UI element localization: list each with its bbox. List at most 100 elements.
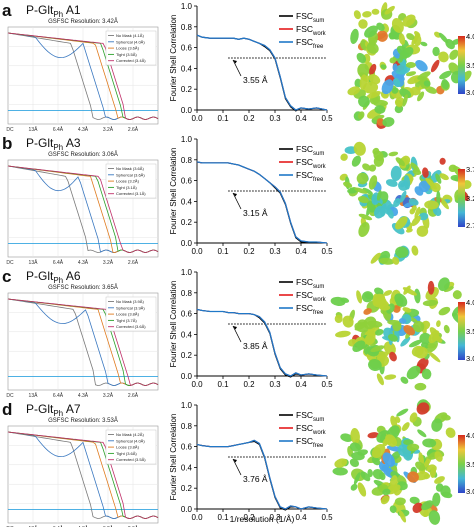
gsfsc-legend-label: No Mask (3.6Å) xyxy=(116,166,144,171)
map-density-blob xyxy=(383,341,396,356)
map-density-blob xyxy=(342,315,354,328)
map-density-blob xyxy=(352,340,366,352)
map-density-blob xyxy=(382,452,396,467)
gsfsc-xtick: 13Å xyxy=(29,525,39,527)
map-density-blob xyxy=(428,330,440,344)
map-density-blob xyxy=(405,61,416,69)
map-density-blob xyxy=(425,177,437,190)
map-density-blob xyxy=(370,252,381,264)
gsfsc-xtick: 4.3Å xyxy=(78,259,89,266)
gsfsc-xtick: 3.2Å xyxy=(103,259,114,266)
colorbar xyxy=(458,36,465,94)
map-density-blob xyxy=(436,190,441,206)
map-density-blob xyxy=(430,59,440,73)
map-density-blob xyxy=(427,343,437,349)
fsc-ylabel: Fourier Shell Correlation xyxy=(169,15,178,102)
panel-title-sub: Ph xyxy=(53,276,63,285)
map-density-blob xyxy=(380,495,390,505)
map-density-blob xyxy=(358,95,370,108)
map-density-blob xyxy=(434,451,443,462)
gsfsc-xtick: 6.4Å xyxy=(53,392,64,399)
fsc-xtick-label: 0.4 xyxy=(295,380,307,389)
map-density-blob xyxy=(438,306,451,316)
map-density-blob xyxy=(423,80,431,87)
fsc-ytick-label: 0.0 xyxy=(181,106,193,115)
map-density-blob xyxy=(380,64,387,70)
fsc-legend-label-main: FSC xyxy=(296,24,313,34)
map-density-blob xyxy=(381,464,388,472)
fsc-xtick-label: 0.1 xyxy=(217,380,229,389)
gsfsc-legend-label: Corrected (3.5Å) xyxy=(116,457,146,462)
map-density-blob xyxy=(364,25,378,38)
map-density-blob xyxy=(376,373,384,386)
fsc-legend-label-sub: free xyxy=(313,310,324,316)
map-density-blob xyxy=(408,339,423,348)
map-density-blob xyxy=(414,206,421,219)
gsfsc-legend-label: Spherical (3.6Å) xyxy=(116,172,145,177)
map-density-blob xyxy=(391,87,399,94)
map-density-blob xyxy=(391,18,404,33)
map-density-blob xyxy=(374,287,384,296)
map-density-blob xyxy=(440,485,451,498)
map-density-blob xyxy=(371,456,381,466)
gsfsc-xtick: 4.3Å xyxy=(78,525,89,527)
panel-title: P-GltPh A6 xyxy=(26,269,81,285)
fsc-legend-label: FSCfree xyxy=(296,37,324,50)
map-density-blob xyxy=(368,164,377,172)
map-density-blob xyxy=(390,470,400,478)
panel-title: P-GltPh A1 xyxy=(26,3,81,19)
map-density-blob xyxy=(382,488,391,496)
map-density-blob xyxy=(445,427,456,438)
fsc-ytick-label: 0.2 xyxy=(181,218,193,227)
gsfsc-legend-label: Corrected (3.1Å) xyxy=(116,191,146,196)
gsfsc-legend-label: No Mask (4.1Å) xyxy=(116,33,144,38)
gsfsc-xtick: 2.6Å xyxy=(128,525,139,527)
map-density-blob xyxy=(370,345,385,353)
map-density-blob xyxy=(408,198,419,206)
map-density-blob xyxy=(385,434,398,447)
fsc-legend-label-sub: work xyxy=(312,164,327,170)
fsc-ytick-label: 1.0 xyxy=(181,2,193,11)
map-density-blob xyxy=(395,216,408,230)
map-density-blob xyxy=(424,200,439,210)
map-density-blob xyxy=(340,433,353,442)
map-density-blob xyxy=(400,376,409,384)
fsc-ytick-label: 0.8 xyxy=(181,422,193,431)
fsc-xtick-label: 0.2 xyxy=(243,513,255,522)
fsc-ytick-label: 0.2 xyxy=(181,351,193,360)
map-density-blob xyxy=(421,368,432,380)
map-density-blob xyxy=(353,141,366,156)
map-density-blob xyxy=(407,471,419,483)
map-density-blob xyxy=(406,365,421,380)
gsfsc-xtick: DC xyxy=(6,260,14,266)
gsfsc-xtick: 3.2Å xyxy=(103,392,114,399)
map-density-blob xyxy=(391,70,405,82)
map-density-blob xyxy=(379,472,386,481)
map-density-blob xyxy=(373,114,385,121)
panel-title-suffix: A7 xyxy=(63,402,81,416)
map-density-blob xyxy=(334,314,343,323)
fsc-ytick-label: 0.4 xyxy=(181,64,193,73)
map-density-blob xyxy=(392,321,402,332)
map-density-blob xyxy=(384,5,395,15)
fsc-ytick-label: 1.0 xyxy=(181,401,193,410)
gsfsc-legend xyxy=(105,163,157,199)
fsc-ytick-label: 0.2 xyxy=(181,484,193,493)
map-density-blob xyxy=(438,51,449,63)
panel-title-main: P-Glt xyxy=(26,269,54,283)
fsc-legend-label-main: FSC xyxy=(296,11,313,21)
gsfsc-xtick: 13Å xyxy=(29,259,39,266)
map-density-blob xyxy=(452,290,462,300)
colorbar xyxy=(458,302,465,360)
map-density-blob xyxy=(389,505,397,514)
map-density-blob xyxy=(357,111,365,120)
map-density-blob xyxy=(449,49,459,60)
map-density-blob xyxy=(402,46,414,59)
map-density-blob xyxy=(429,467,437,478)
map-density-blob xyxy=(376,22,385,31)
panel-letter: c xyxy=(2,267,11,286)
panel-title-main: P-Glt xyxy=(26,3,54,17)
gsfsc-xtick: 3.2Å xyxy=(103,126,114,133)
map-density-blob xyxy=(350,483,358,491)
map-density-blob xyxy=(362,81,379,94)
